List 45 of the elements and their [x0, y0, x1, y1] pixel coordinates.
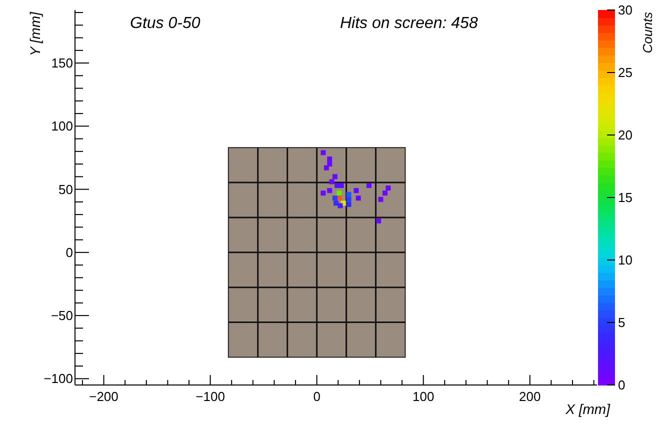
x-tick-label: 0 [313, 389, 320, 404]
y-tick-label: 150 [51, 56, 73, 71]
x-tick-label: −200 [89, 389, 118, 404]
point [356, 196, 361, 201]
point [382, 190, 388, 196]
point [320, 150, 326, 156]
point [332, 196, 338, 201]
point [320, 190, 326, 196]
y-tick-label: 0 [66, 244, 73, 260]
annotation: Hits on screen: 458 [340, 15, 478, 32]
y-tick-label: −100 [44, 371, 73, 386]
point [327, 162, 332, 167]
color-bar-label: 10 [618, 252, 632, 268]
point [332, 174, 338, 180]
point [366, 183, 372, 188]
point [327, 156, 332, 162]
color-bar-label: 0 [618, 378, 626, 393]
point [346, 192, 352, 197]
x-axis-title: X [mm] [564, 401, 612, 417]
point [329, 179, 334, 184]
chart-title: Gtus 0-50 [130, 15, 200, 32]
point [378, 196, 384, 202]
color-bar-title: Counts [640, 12, 655, 54]
point [354, 188, 359, 194]
point [346, 196, 352, 202]
color-bar-label: 25 [618, 65, 632, 80]
point [376, 218, 382, 224]
point [338, 203, 343, 208]
x-tick-label: 200 [519, 389, 541, 404]
color-bar-label: 30 [618, 2, 632, 18]
point [346, 202, 352, 207]
color-bar-label: 5 [618, 315, 626, 330]
y-axis-title: Y [mm] [27, 10, 43, 56]
point [324, 165, 329, 170]
y-tick-label: 100 [51, 118, 73, 134]
point [336, 190, 342, 196]
point [327, 188, 332, 194]
point [334, 200, 338, 206]
point [386, 186, 391, 191]
color-bar-label: 20 [618, 128, 632, 143]
x-tick-label: 100 [412, 389, 434, 404]
x-tick-label: −100 [196, 389, 225, 404]
y-tick-label: 50 [58, 182, 73, 197]
color-bar-label: 15 [618, 190, 632, 206]
y-tick-label: −50 [50, 308, 73, 324]
